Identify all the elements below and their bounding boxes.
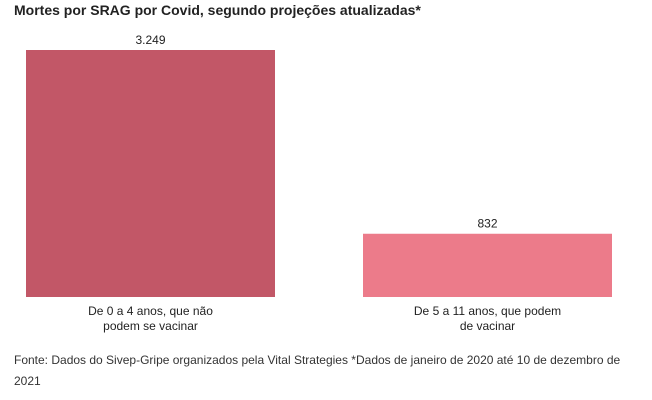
category-label-1-line-1: de vacinar bbox=[460, 319, 515, 333]
value-label-0: 3.249 bbox=[135, 33, 165, 47]
bar-0 bbox=[26, 50, 275, 297]
source-note: Fonte: Dados do Sivep-Gripe organizados … bbox=[14, 353, 621, 388]
category-label-1-line-0: De 5 a 11 anos, que podem bbox=[414, 304, 561, 318]
bar-1 bbox=[363, 233, 612, 297]
category-label-0-line-0: De 0 a 4 anos, que não bbox=[88, 304, 213, 318]
value-label-1: 832 bbox=[477, 217, 497, 231]
category-label-0-line-1: podem se vacinar bbox=[103, 319, 198, 333]
chart-title: Mortes por SRAG por Covid, segundo proje… bbox=[14, 2, 421, 18]
